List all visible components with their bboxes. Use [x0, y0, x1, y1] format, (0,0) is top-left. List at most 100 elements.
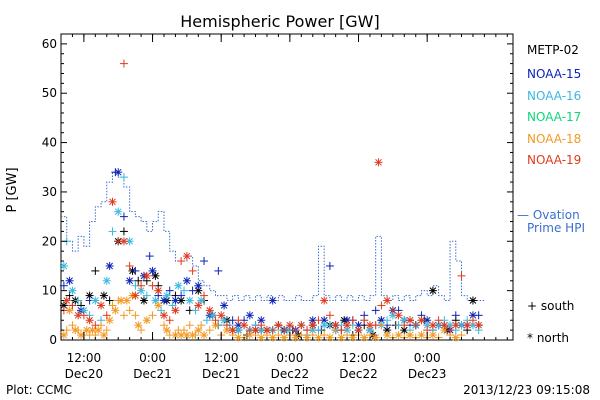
point-noaa-15	[188, 286, 197, 295]
point-noaa-15	[214, 266, 223, 275]
point-noaa-18	[137, 326, 146, 335]
y-tick-label: 40	[42, 136, 57, 150]
point-noaa-15	[268, 296, 277, 305]
point-noaa-19	[394, 311, 403, 320]
point-noaa-16	[162, 291, 171, 300]
point-noaa-19	[348, 316, 357, 325]
y-tick-label: 30	[42, 185, 57, 199]
point-noaa-19	[91, 321, 100, 330]
footer-credit: Plot: CCMC	[6, 383, 72, 397]
point-noaa-16	[174, 281, 183, 290]
point-noaa-18	[131, 311, 140, 320]
point-noaa-15	[451, 311, 460, 320]
point-noaa-15	[371, 306, 380, 315]
point-noaa-16	[79, 306, 88, 315]
legend: METP-02 NOAA-15 NOAA-16 NOAA-17 NOAA-18 …	[517, 43, 585, 345]
legend-north-marker: * north	[527, 331, 569, 345]
legend-entry-noaa19: NOAA-19	[527, 153, 581, 167]
point-noaa-19	[388, 306, 397, 315]
point-noaa-18	[177, 331, 186, 340]
point-metp-02	[139, 296, 148, 305]
point-noaa-16	[91, 296, 100, 305]
point-noaa-19	[251, 326, 260, 335]
point-noaa-18	[185, 321, 194, 330]
point-noaa-19	[297, 321, 306, 330]
point-noaa-18	[111, 306, 120, 315]
legend-ovation-line2: Prime HPI	[527, 221, 585, 235]
point-noaa-18	[59, 331, 68, 340]
point-noaa-18	[148, 311, 157, 320]
point-noaa-18	[125, 306, 134, 315]
point-noaa-15	[200, 257, 209, 266]
point-noaa-19	[119, 59, 128, 68]
point-noaa-19	[68, 301, 77, 310]
point-noaa-15	[148, 266, 157, 275]
point-noaa-18	[194, 326, 203, 335]
point-noaa-19	[159, 311, 168, 320]
point-noaa-19	[434, 316, 443, 325]
point-noaa-16	[59, 261, 68, 270]
point-noaa-19	[285, 321, 294, 330]
point-noaa-18	[211, 321, 220, 330]
point-noaa-15	[119, 212, 128, 221]
point-metp-02	[99, 291, 108, 300]
legend-ovation-line1: — Ovation	[517, 208, 580, 222]
point-noaa-19	[331, 321, 340, 330]
point-noaa-16	[314, 326, 323, 335]
point-noaa-16	[180, 286, 189, 295]
point-noaa-19	[234, 316, 243, 325]
point-noaa-19	[374, 158, 383, 167]
point-noaa-18	[94, 326, 103, 335]
point-noaa-19	[463, 321, 472, 330]
point-noaa-16	[68, 286, 77, 295]
point-noaa-15	[245, 311, 254, 320]
point-noaa-15	[105, 261, 114, 270]
point-noaa-19	[468, 316, 477, 325]
point-noaa-19	[411, 321, 420, 330]
point-noaa-15	[177, 291, 186, 300]
point-noaa-19	[337, 326, 346, 335]
point-metp-02	[134, 276, 143, 285]
y-tick-label: 0	[49, 333, 57, 347]
point-noaa-15	[59, 281, 68, 290]
legend-entry-noaa17: NOAA-17	[527, 110, 581, 124]
point-noaa-18	[162, 326, 171, 335]
point-noaa-15	[145, 252, 154, 261]
legend-entry-noaa18: NOAA-18	[527, 132, 581, 146]
point-noaa-18	[105, 316, 114, 325]
point-noaa-19	[137, 281, 146, 290]
point-noaa-18	[257, 333, 266, 342]
point-noaa-18	[154, 301, 163, 310]
ovation-prime-hpi-line	[61, 171, 485, 302]
point-noaa-16	[74, 296, 83, 305]
point-metp-02	[428, 286, 437, 295]
point-noaa-19	[125, 261, 134, 270]
point-noaa-18	[119, 311, 128, 320]
chart-title: Hemispheric Power [GW]	[180, 12, 379, 31]
point-noaa-15	[194, 281, 203, 290]
point-noaa-16	[202, 316, 211, 325]
point-noaa-19	[343, 321, 352, 330]
point-noaa-19	[171, 306, 180, 315]
point-noaa-19	[325, 311, 334, 320]
point-noaa-19	[240, 321, 249, 330]
x-axis-label: Date and Time	[236, 383, 324, 397]
point-noaa-18	[62, 326, 71, 335]
x-tick-label-time: 12:00	[341, 351, 376, 365]
point-noaa-15	[182, 276, 191, 285]
point-noaa-19	[108, 197, 117, 206]
x-tick-label-date: Dec22	[339, 367, 378, 381]
point-noaa-19	[383, 296, 392, 305]
y-tick-label: 50	[42, 86, 57, 100]
point-noaa-18	[337, 333, 346, 342]
point-noaa-18	[280, 333, 289, 342]
point-noaa-19	[148, 281, 157, 290]
point-noaa-16	[102, 276, 111, 285]
point-noaa-18	[122, 296, 131, 305]
point-noaa-19	[417, 316, 426, 325]
point-noaa-19	[280, 326, 289, 335]
legend-entry-noaa16: NOAA-16	[527, 89, 581, 103]
legend-south-marker: + south	[527, 299, 574, 313]
point-noaa-15	[131, 266, 140, 275]
